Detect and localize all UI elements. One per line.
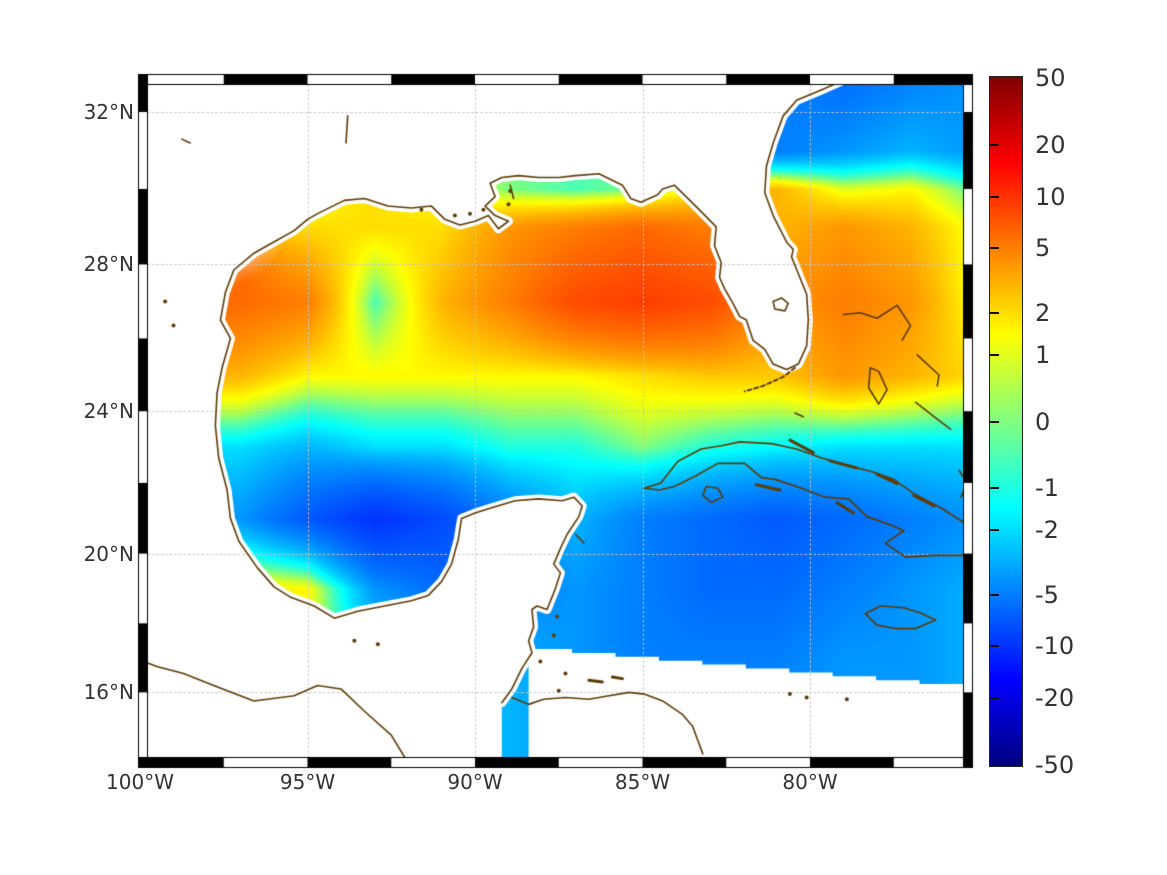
y-axis-label-24°N: 24°N xyxy=(83,399,134,424)
colorbar-label-2: 2 xyxy=(1035,299,1051,328)
x-axis-label-95°W: 95°W xyxy=(279,770,336,794)
y-axis-label-28°N: 28°N xyxy=(83,252,134,277)
x-axis-label-80°W: 80°W xyxy=(782,770,838,794)
colorbar-tick-mark--2 xyxy=(990,528,999,531)
y-axis-label-16°N: 16°N xyxy=(83,680,134,705)
colorbar-tick-mark--20 xyxy=(990,697,999,700)
colorbar-label-1: 1 xyxy=(1035,341,1051,370)
x-axis-label-90°W: 90°W xyxy=(447,770,503,794)
colorbar-tick-mark-20 xyxy=(990,143,999,146)
colorbar-label-50: 50 xyxy=(1035,64,1066,92)
colorbar-label-20: 20 xyxy=(1035,130,1066,159)
colorbar-tick-mark--5 xyxy=(990,593,999,596)
x-axis-label-100°W: 100°W xyxy=(106,770,174,794)
colorbar-label--5: -5 xyxy=(1035,580,1059,609)
colorbar-tick-mark-2 xyxy=(990,312,999,315)
colorbar-tick-mark--10 xyxy=(990,645,999,648)
colorbar-tick-mark-0 xyxy=(990,420,999,423)
colorbar-label-0: 0 xyxy=(1035,407,1051,436)
colorbar-label--2: -2 xyxy=(1035,515,1059,544)
colorbar-tick-mark-5 xyxy=(990,247,999,249)
y-axis-label-32°N: 32°N xyxy=(83,100,134,124)
colorbar-label--10: -10 xyxy=(1035,632,1075,661)
colorbar-label-10: 10 xyxy=(1035,182,1066,211)
colorbar-label-5: 5 xyxy=(1035,234,1051,262)
colorbar-tick-mark--1 xyxy=(990,486,999,489)
colorbar-label--50: -50 xyxy=(1035,751,1075,779)
colorbar-label--20: -20 xyxy=(1035,684,1075,713)
y-axis-label-20°N: 20°N xyxy=(83,541,134,566)
colorbar-tick-mark-1 xyxy=(990,354,999,357)
x-axis-label-85°W: 85°W xyxy=(614,770,671,794)
colorbar-label--1: -1 xyxy=(1035,473,1059,502)
colorbar-tick-mark-10 xyxy=(990,195,999,198)
